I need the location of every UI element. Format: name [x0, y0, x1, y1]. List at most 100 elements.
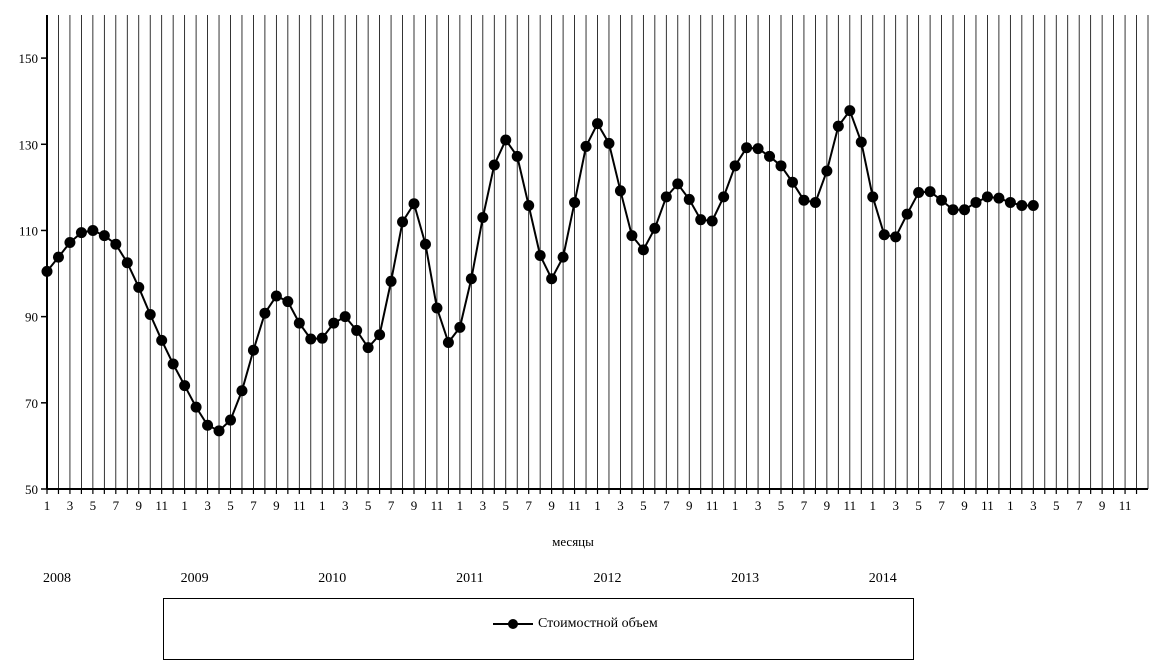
data-point — [1016, 199, 1028, 211]
x-tick-label: 11 — [1119, 498, 1132, 513]
data-point — [98, 230, 110, 242]
x-tick-label: 5 — [227, 498, 234, 513]
x-tick-label: 7 — [1076, 498, 1083, 513]
data-point — [786, 176, 798, 188]
data-point — [683, 193, 695, 205]
x-tick-label: 5 — [915, 498, 922, 513]
y-tick-label: 50 — [25, 482, 38, 497]
x-tick-label: 9 — [548, 498, 555, 513]
data-point — [190, 401, 202, 413]
x-tick-label: 3 — [892, 498, 899, 513]
data-point — [488, 159, 500, 171]
data-point — [397, 216, 409, 228]
data-point — [179, 380, 191, 392]
data-point — [442, 336, 454, 348]
data-point — [981, 191, 993, 203]
x-tick-label: 11 — [981, 498, 994, 513]
data-point — [672, 178, 684, 190]
data-point — [247, 344, 259, 356]
y-axis-ticks: 50 70 90 110 130 150 — [19, 51, 47, 497]
data-point — [959, 204, 970, 216]
data-point — [419, 238, 431, 250]
x-tick-label: 9 — [961, 498, 968, 513]
x-tick-label: 1 — [319, 498, 326, 513]
data-point — [121, 257, 133, 269]
x-tick-label: 1 — [870, 498, 877, 513]
x-tick-label: 3 — [755, 498, 762, 513]
data-point — [924, 186, 936, 198]
data-point — [970, 196, 982, 208]
legend: Стоимостной объем — [163, 598, 914, 660]
x-tick-label: 7 — [113, 498, 120, 513]
data-point — [1004, 196, 1016, 208]
x-tick-label: 3 — [617, 498, 624, 513]
data-point — [592, 118, 603, 130]
x-tick-label: 9 — [686, 498, 693, 513]
data-point — [775, 160, 787, 172]
data-point — [936, 194, 948, 206]
x-tick-label: 9 — [1099, 498, 1106, 513]
data-point — [305, 333, 317, 345]
data-point — [167, 358, 179, 370]
year-label: 2008 — [43, 571, 71, 586]
x-tick-label: 9 — [411, 498, 418, 513]
data-point — [844, 105, 856, 117]
data-point — [431, 302, 443, 314]
x-tick-label: 11 — [706, 498, 719, 513]
x-tick-label: 11 — [155, 498, 168, 513]
data-point — [695, 214, 707, 226]
data-point — [500, 134, 512, 146]
data-point — [649, 222, 661, 234]
x-tick-label: 7 — [938, 498, 945, 513]
data-point — [741, 142, 753, 154]
x-tick-label: 1 — [732, 498, 739, 513]
data-point — [225, 414, 236, 426]
data-point — [408, 198, 420, 210]
data-point — [867, 191, 879, 203]
data-point — [809, 196, 821, 208]
year-label: 2012 — [594, 571, 622, 586]
data-point — [454, 321, 466, 333]
x-tick-label: 7 — [388, 498, 395, 513]
x-tick-label: 11 — [431, 498, 444, 513]
series-layer — [41, 105, 1039, 437]
data-point — [477, 212, 489, 224]
legend-marker-icon — [493, 619, 533, 629]
data-point — [213, 425, 225, 437]
y-tick-label: 150 — [19, 51, 39, 66]
data-point — [87, 224, 99, 236]
y-tick-label: 90 — [25, 310, 38, 325]
data-point — [1027, 199, 1039, 211]
data-point — [293, 317, 305, 329]
x-tick-label: 5 — [503, 498, 510, 513]
data-point — [993, 192, 1005, 204]
year-label: 2014 — [869, 571, 897, 586]
x-tick-label: 1 — [594, 498, 601, 513]
data-point — [890, 231, 902, 243]
data-point — [798, 194, 810, 206]
data-point — [947, 204, 959, 216]
x-tick-label: 1 — [1007, 498, 1014, 513]
data-point — [626, 230, 638, 242]
data-point — [603, 137, 615, 149]
x-tick-label: 9 — [824, 498, 831, 513]
data-point — [614, 185, 626, 197]
data-point — [110, 238, 122, 250]
x-tick-label: 7 — [250, 498, 257, 513]
data-point — [764, 150, 776, 162]
data-point — [465, 273, 477, 285]
x-tick-label: 3 — [480, 498, 487, 513]
x-tick-label: 5 — [365, 498, 372, 513]
year-label: 2009 — [181, 571, 209, 586]
data-point — [75, 227, 87, 239]
data-point — [706, 215, 718, 227]
data-point — [660, 191, 672, 203]
data-point — [259, 307, 271, 319]
x-axis-title: месяцы — [552, 534, 594, 549]
data-point — [156, 334, 168, 346]
x-tick-label: 9 — [136, 498, 143, 513]
data-point — [64, 237, 76, 249]
x-tick-label: 7 — [801, 498, 808, 513]
x-tick-label: 1 — [457, 498, 464, 513]
